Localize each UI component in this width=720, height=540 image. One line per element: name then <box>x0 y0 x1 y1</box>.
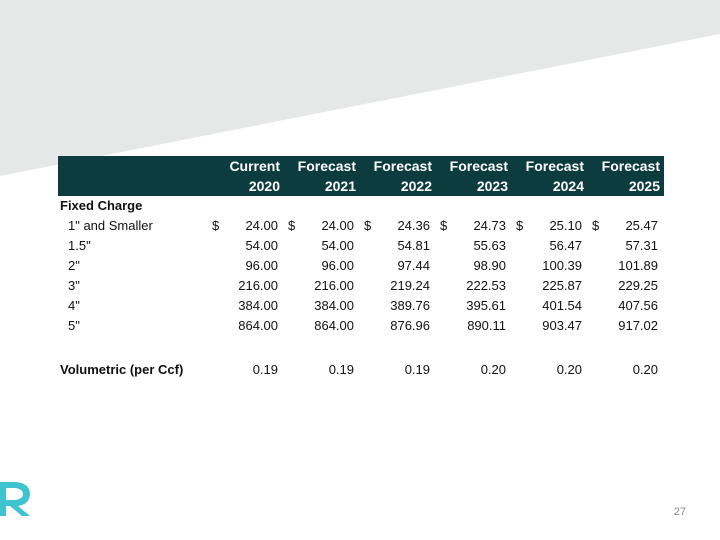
currency-symbol: $ <box>440 218 448 233</box>
value-cell: $25.10 <box>512 216 588 236</box>
header-cell: Current <box>208 156 284 176</box>
value-cell: 389.76 <box>390 298 430 313</box>
value-cell: 0.19 <box>328 362 354 377</box>
header-row-2: 2020 2021 2022 2023 2024 2025 <box>58 176 664 196</box>
value-cell: 917.02 <box>618 318 658 333</box>
header-year-cell: 2020 <box>208 176 284 196</box>
value-cell: 384.00 <box>314 298 354 313</box>
spacer-row <box>58 336 664 360</box>
value-cell: 0.19 <box>252 362 278 377</box>
rate-table: Current Forecast Forecast Forecast Forec… <box>58 156 664 380</box>
value-cell: 0.20 <box>480 362 506 377</box>
currency-symbol: $ <box>516 218 524 233</box>
currency-symbol: $ <box>212 218 220 233</box>
value-cell: 0.20 <box>632 362 658 377</box>
value-cell: 96.00 <box>245 258 278 273</box>
row-label: 2" <box>68 258 80 273</box>
value-cell: 222.53 <box>466 278 506 293</box>
value-cell: 54.81 <box>397 238 430 253</box>
cell-value: 24.73 <box>473 218 506 233</box>
row-label: 5" <box>68 318 80 333</box>
value-cell: 864.00 <box>314 318 354 333</box>
value-cell: 864.00 <box>238 318 278 333</box>
value-cell: $24.36 <box>360 216 436 236</box>
value-cell: 96.00 <box>321 258 354 273</box>
value-cell: 101.89 <box>618 258 658 273</box>
header-year-cell: 2022 <box>360 176 436 196</box>
currency-symbol: $ <box>592 218 600 233</box>
page-number: 27 <box>673 506 686 518</box>
header-year-cell: 2021 <box>284 176 360 196</box>
value-cell: $24.73 <box>436 216 512 236</box>
header-cell: Forecast <box>512 156 588 176</box>
table-row: 1.5" 54.00 54.00 54.81 55.63 56.47 57.31 <box>58 236 664 256</box>
value-cell: 216.00 <box>314 278 354 293</box>
header-row-1: Current Forecast Forecast Forecast Forec… <box>58 156 664 176</box>
header-blank-cell <box>58 176 208 196</box>
company-logo-icon <box>0 482 30 516</box>
row-label: 1.5" <box>68 238 91 253</box>
row-label: 4" <box>68 298 80 313</box>
value-cell: $24.00 <box>208 216 284 236</box>
cell-value: 24.36 <box>397 218 430 233</box>
row-label: 3" <box>68 278 80 293</box>
header-cell: Forecast <box>588 156 664 176</box>
value-cell: 876.96 <box>390 318 430 333</box>
cell-value: 25.10 <box>549 218 582 233</box>
table-row: 5" 864.00 864.00 876.96 890.11 903.47 91… <box>58 316 664 336</box>
table-row: 1" and Smaller $24.00 $24.00 $24.36 $24.… <box>58 216 664 236</box>
header-year-cell: 2023 <box>436 176 512 196</box>
currency-symbol: $ <box>364 218 372 233</box>
value-cell: 401.54 <box>542 298 582 313</box>
value-cell: 395.61 <box>466 298 506 313</box>
volumetric-label: Volumetric (per Ccf) <box>60 362 184 377</box>
cell-value: 25.47 <box>625 218 658 233</box>
value-cell: 55.63 <box>473 238 506 253</box>
volumetric-row: Volumetric (per Ccf) 0.19 0.19 0.19 0.20… <box>58 360 664 380</box>
currency-symbol: $ <box>288 218 296 233</box>
header-cell: Forecast <box>284 156 360 176</box>
value-cell: 54.00 <box>321 238 354 253</box>
value-cell: 384.00 <box>238 298 278 313</box>
value-cell: 903.47 <box>542 318 582 333</box>
header-blank-cell <box>58 156 208 176</box>
value-cell: 0.19 <box>404 362 430 377</box>
value-cell: 216.00 <box>238 278 278 293</box>
value-cell: 97.44 <box>397 258 430 273</box>
table-row: 4" 384.00 384.00 389.76 395.61 401.54 40… <box>58 296 664 316</box>
value-cell: 56.47 <box>549 238 582 253</box>
value-cell: $25.47 <box>588 216 664 236</box>
header-cell: Forecast <box>360 156 436 176</box>
value-cell: 0.20 <box>556 362 582 377</box>
value-cell: 890.11 <box>467 318 506 333</box>
section-row-fixed-charge: Fixed Charge <box>58 196 664 216</box>
table-row: 3" 216.00 216.00 219.24 222.53 225.87 22… <box>58 276 664 296</box>
cell-value: 24.00 <box>321 218 354 233</box>
spacer-cell <box>58 336 664 360</box>
header-year-cell: 2025 <box>588 176 664 196</box>
value-cell: 57.31 <box>625 238 658 253</box>
value-cell: $24.00 <box>284 216 360 236</box>
value-cell: 225.87 <box>542 278 582 293</box>
value-cell: 407.56 <box>618 298 658 313</box>
section-label: Fixed Charge <box>60 198 143 213</box>
value-cell: 100.39 <box>542 258 582 273</box>
value-cell: 54.00 <box>245 238 278 253</box>
value-cell: 219.24 <box>390 278 430 293</box>
cell-value: 24.00 <box>245 218 278 233</box>
value-cell: 98.90 <box>473 258 506 273</box>
header-cell: Forecast <box>436 156 512 176</box>
header-year-cell: 2024 <box>512 176 588 196</box>
table-row: 2" 96.00 96.00 97.44 98.90 100.39 101.89 <box>58 256 664 276</box>
value-cell: 229.25 <box>618 278 658 293</box>
row-label: 1" and Smaller <box>68 218 153 233</box>
